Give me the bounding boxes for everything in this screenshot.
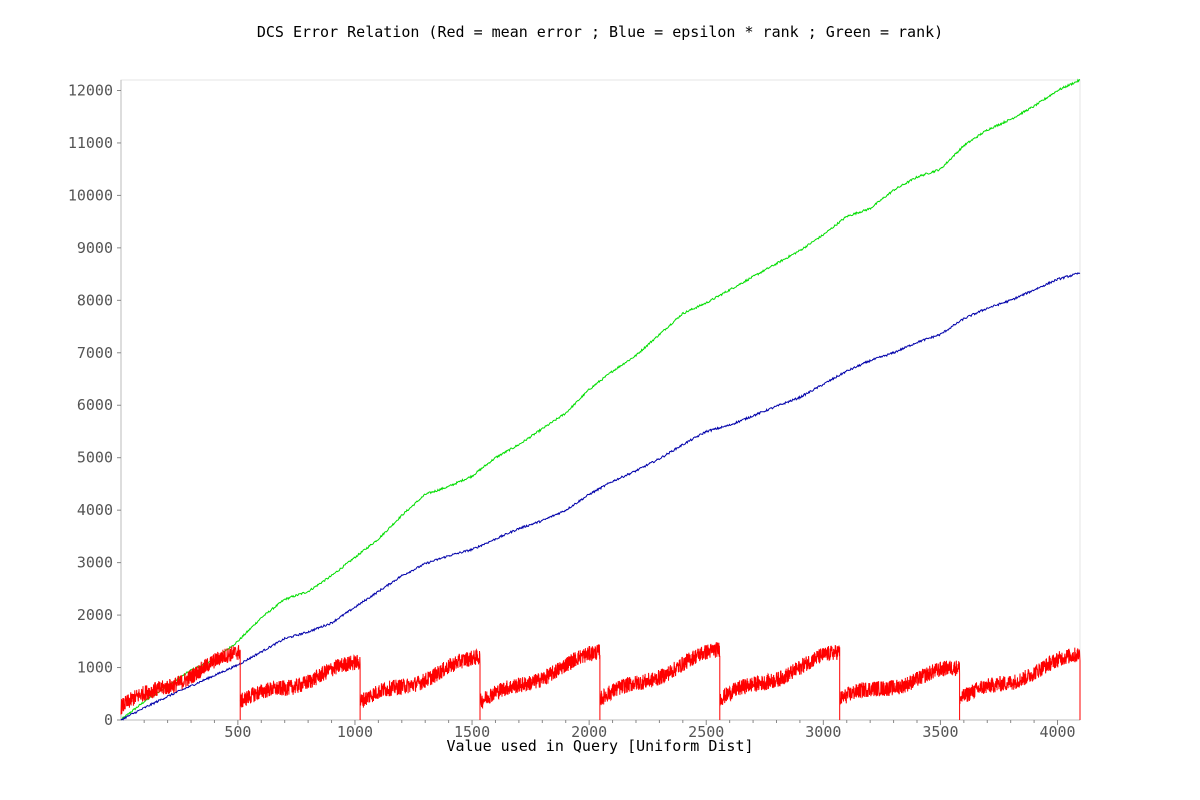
series-line-red-segment <box>239 654 361 720</box>
chart-title: DCS Error Relation (Red = mean error ; B… <box>257 23 943 41</box>
series-line-red-segment <box>839 660 961 720</box>
y-tick-label: 0 <box>104 711 113 729</box>
y-tick-label: 9000 <box>77 239 113 257</box>
y-tick-label: 8000 <box>77 291 113 309</box>
series-line-blue <box>120 272 1081 721</box>
series-line-red-segment <box>599 642 721 720</box>
y-tick-label: 7000 <box>77 344 113 362</box>
x-tick-label: 1000 <box>337 723 373 741</box>
x-tick-label: 500 <box>224 723 251 741</box>
plot-area: 0 1000 2000 3000 4000 5000 6000 7000 8000 9000 100… <box>68 78 1081 741</box>
y-tick-label: 2000 <box>77 606 113 624</box>
y-tick-label: 5000 <box>77 449 113 467</box>
x-tick-label: 3000 <box>805 723 841 741</box>
y-tick-label: 3000 <box>77 554 113 572</box>
x-tick-label: 1500 <box>454 723 490 741</box>
x-tick-label: 3500 <box>922 723 958 741</box>
y-tick-label: 1000 <box>77 659 113 677</box>
x-tick-label: 2500 <box>688 723 724 741</box>
y-tick-label: 6000 <box>77 396 113 414</box>
x-tick-label: 2000 <box>571 723 607 741</box>
series-line-red-segment <box>359 648 481 720</box>
series-line-red-segment <box>719 644 841 720</box>
x-axis-label: Value used in Query [Uniform Dist] <box>446 737 753 755</box>
series-line-red-segment <box>479 644 601 720</box>
y-tick-label: 4000 <box>77 501 113 519</box>
series-line-green <box>120 78 1081 721</box>
plot-frame <box>120 79 1081 721</box>
y-tick-label: 10000 <box>68 186 113 204</box>
y-tick-label: 11000 <box>68 134 113 152</box>
series-line-red-segment <box>959 647 1081 720</box>
y-tick-label: 12000 <box>68 81 113 99</box>
series-line-red-segment <box>120 645 241 720</box>
x-tick-label: 4000 <box>1039 723 1075 741</box>
